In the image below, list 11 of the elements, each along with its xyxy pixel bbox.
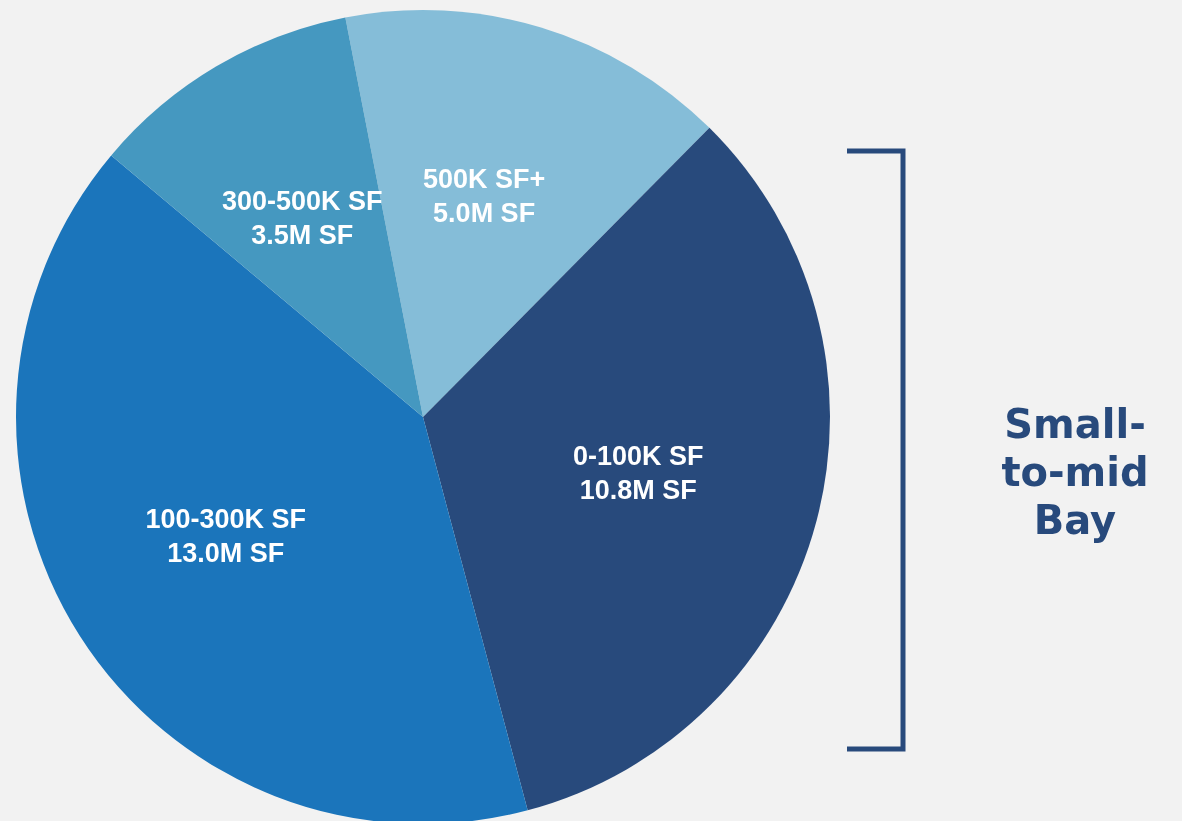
- pie-slice: [423, 127, 830, 811]
- slice-label: 100-300K SF: [145, 504, 306, 535]
- pie-slice: [111, 17, 423, 417]
- slice-label: 0-100K SF: [572, 440, 704, 471]
- text: Small-to-mid Bay: [1000, 400, 1150, 544]
- data-label: 13.0M SF: [167, 538, 285, 569]
- slice-label: 300-500K SF: [222, 185, 383, 216]
- data-label: 3.5M SF: [251, 219, 354, 250]
- data-label: 5.0M SF: [433, 197, 536, 228]
- data-label: 10.8M SF: [579, 474, 697, 505]
- slice-label: 500K SF+: [422, 163, 546, 194]
